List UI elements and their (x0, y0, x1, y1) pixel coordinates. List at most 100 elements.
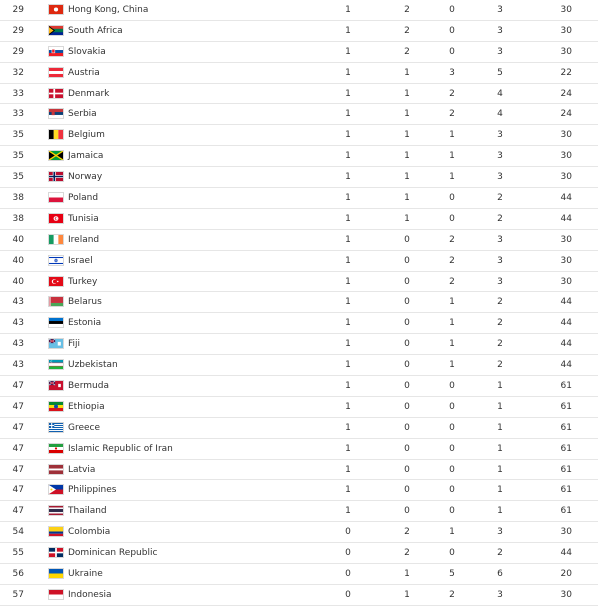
table-row: 43 Estonia 1 0 1 2 44 (0, 313, 598, 335)
rank-cell: 47 (12, 443, 24, 454)
total-count: 1 (497, 401, 503, 412)
rank-by-total: 44 (560, 360, 572, 371)
rank-cell: 47 (12, 485, 24, 496)
table-row: 47 Bermuda 1 0 0 1 61 (0, 376, 598, 397)
silver-count: 2 (404, 25, 410, 36)
rank-cell: 29 (12, 5, 24, 15)
bronze-count: 2 (449, 234, 455, 245)
rank-cell: 40 (12, 276, 24, 287)
country-name: Islamic Republic of Iran (68, 443, 173, 454)
gold-count: 1 (345, 193, 351, 204)
country-name: Philippines (68, 485, 117, 496)
country-name: Belarus (68, 297, 102, 308)
bronze-count: 2 (449, 255, 455, 266)
colombia-flag-icon (48, 526, 64, 538)
total-count: 1 (497, 422, 503, 433)
rank-by-total: 30 (560, 46, 572, 57)
table-row: 47 Greece 1 0 0 1 61 (0, 418, 598, 439)
rank-by-total: 30 (560, 172, 572, 183)
belarus-flag-icon (48, 296, 64, 308)
hong-kong-flag-icon (48, 4, 64, 15)
rank-by-total: 61 (560, 381, 572, 392)
bronze-count: 0 (449, 46, 455, 57)
gold-count: 1 (345, 25, 351, 36)
rank-by-total: 30 (560, 25, 572, 36)
total-count: 3 (497, 255, 503, 266)
table-row: 56 Ukraine 0 1 5 6 20 (0, 564, 598, 585)
country-name: Indonesia (68, 589, 112, 600)
bronze-count: 2 (449, 276, 455, 287)
total-count: 3 (497, 589, 503, 600)
bronze-count: 0 (449, 193, 455, 204)
total-count: 3 (497, 130, 503, 141)
israel-flag-icon (48, 254, 64, 266)
table-row: 33 Serbia 1 1 2 4 24 (0, 104, 598, 126)
gold-count: 1 (345, 109, 351, 120)
silver-count: 0 (404, 422, 410, 433)
gold-count: 0 (345, 569, 351, 580)
gold-count: 1 (345, 255, 351, 266)
total-count: 4 (497, 109, 503, 120)
bronze-count: 0 (449, 485, 455, 496)
table-row: 47 Latvia 1 0 0 1 61 (0, 460, 598, 481)
table-row: 43 Fiji 1 0 1 2 44 (0, 334, 598, 356)
bronze-count: 3 (449, 67, 455, 78)
rank-by-total: 44 (560, 548, 572, 559)
table-row: 35 Jamaica 1 1 1 3 30 (0, 146, 598, 168)
gold-count: 1 (345, 67, 351, 78)
gold-count: 1 (345, 276, 351, 287)
total-count: 2 (497, 548, 503, 559)
rank-cell: 32 (12, 67, 24, 78)
south-africa-flag-icon (48, 24, 64, 36)
bronze-count: 2 (449, 109, 455, 120)
bronze-count: 0 (449, 381, 455, 392)
gold-count: 1 (345, 485, 351, 496)
silver-count: 0 (404, 297, 410, 308)
bronze-count: 1 (449, 318, 455, 329)
gold-count: 1 (345, 401, 351, 412)
gold-count: 1 (345, 297, 351, 308)
silver-count: 0 (404, 255, 410, 266)
silver-count: 2 (404, 46, 410, 57)
gold-count: 1 (345, 172, 351, 183)
rank-by-total: 44 (560, 318, 572, 329)
silver-count: 1 (404, 172, 410, 183)
rank-cell: 40 (12, 255, 24, 266)
total-count: 3 (497, 25, 503, 36)
serbia-flag-icon (48, 108, 64, 120)
total-count: 2 (497, 213, 503, 224)
table-row: 47 Philippines 1 0 0 1 61 (0, 480, 598, 502)
table-row: 35 Belgium 1 1 1 3 30 (0, 125, 598, 147)
table-row: 57 Indonesia 0 1 2 3 30 (0, 585, 598, 606)
rank-by-total: 61 (560, 422, 572, 433)
total-count: 2 (497, 297, 503, 308)
total-count: 3 (497, 172, 503, 183)
rank-cell: 47 (12, 422, 24, 433)
silver-count: 1 (404, 569, 410, 580)
bronze-count: 0 (449, 213, 455, 224)
gold-count: 1 (345, 318, 351, 329)
country-name: Austria (68, 67, 100, 78)
table-row: 29 South Africa 1 2 0 3 30 (0, 21, 598, 42)
gold-count: 0 (345, 548, 351, 559)
bronze-count: 5 (449, 569, 455, 580)
gold-count: 1 (345, 360, 351, 371)
bronze-count: 0 (449, 464, 455, 475)
thailand-flag-icon (48, 505, 64, 517)
total-count: 6 (497, 569, 503, 580)
gold-count: 1 (345, 46, 351, 57)
rank-cell: 56 (12, 569, 24, 580)
rank-cell: 35 (12, 130, 24, 141)
ukraine-flag-icon (48, 568, 64, 580)
gold-count: 1 (345, 339, 351, 350)
silver-count: 0 (404, 234, 410, 245)
silver-count: 0 (404, 360, 410, 371)
jamaica-flag-icon (48, 150, 64, 162)
total-count: 2 (497, 193, 503, 204)
country-name: Belgium (68, 130, 105, 141)
country-name: Slovakia (68, 46, 106, 57)
table-row: 47 Ethiopia 1 0 0 1 61 (0, 397, 598, 418)
country-name: Estonia (68, 318, 102, 329)
country-name: Norway (68, 172, 103, 183)
